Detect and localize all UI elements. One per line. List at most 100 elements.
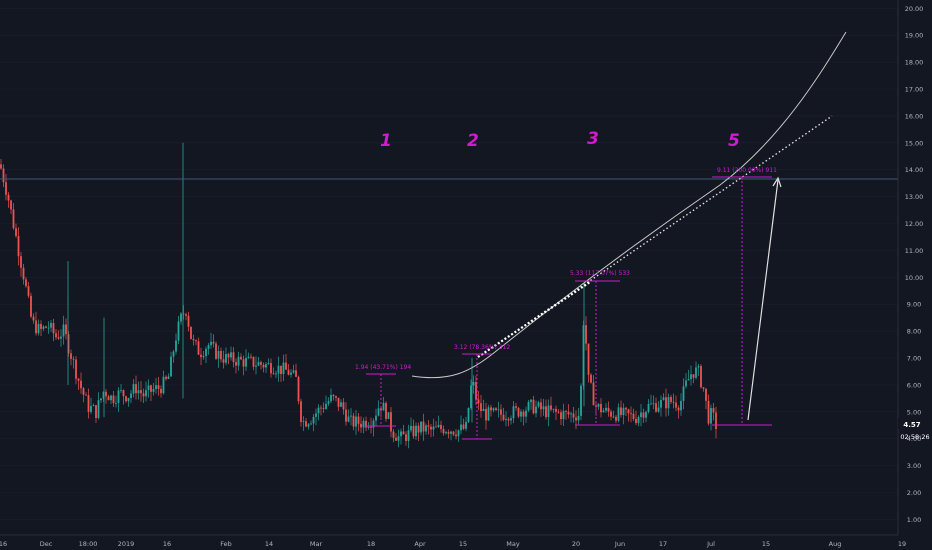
candle-body xyxy=(712,408,715,413)
measure-5[interactable] xyxy=(712,176,772,426)
candle-body xyxy=(30,295,32,317)
candle-body xyxy=(250,356,252,358)
candle-body xyxy=(180,313,182,322)
candle-body xyxy=(507,418,510,421)
candle-body xyxy=(335,396,337,398)
candle-body xyxy=(665,397,667,409)
target-arrowhead xyxy=(772,176,782,188)
candle-body xyxy=(432,426,435,430)
candle-body xyxy=(502,414,505,420)
candle-body xyxy=(505,418,507,420)
time-axis-panel[interactable] xyxy=(0,535,932,550)
parabolic-curve[interactable] xyxy=(411,31,847,379)
price-tick-label: 3.00 xyxy=(907,462,921,470)
price-tick-label: 7.00 xyxy=(907,355,921,363)
candle-body xyxy=(142,393,145,397)
candle-body xyxy=(247,356,250,358)
candle-body xyxy=(690,374,692,380)
candle-body xyxy=(495,408,497,411)
candle-body xyxy=(470,385,472,409)
candle-body xyxy=(490,407,492,411)
candle-body xyxy=(487,407,490,421)
price-axis-panel[interactable] xyxy=(898,0,932,535)
candle-body xyxy=(562,411,565,420)
countdown-label: 02:58:26 xyxy=(900,433,929,441)
candle-body xyxy=(695,367,697,378)
candle-body xyxy=(215,343,217,359)
candle-body xyxy=(500,409,502,415)
measure-2[interactable] xyxy=(462,353,492,440)
candle-body xyxy=(465,421,467,429)
candle-body xyxy=(55,333,57,338)
price-tick-label: 13.00 xyxy=(905,193,924,201)
grid-lines xyxy=(0,8,898,520)
candle-body xyxy=(200,354,202,358)
candle-body xyxy=(642,412,645,418)
candle-body xyxy=(15,228,17,237)
candle-body xyxy=(452,431,455,435)
candle-body xyxy=(472,381,475,386)
candle-body xyxy=(10,200,12,210)
measure-1-label: 1.94 (43.71%) 194 xyxy=(355,364,411,371)
candle-body xyxy=(77,378,80,381)
candle-body xyxy=(497,409,500,411)
candle-body xyxy=(207,345,210,349)
candle-body xyxy=(410,425,412,431)
candle-body xyxy=(627,409,630,414)
candle-body xyxy=(357,416,360,424)
candle-body xyxy=(232,352,235,363)
time-tick-label: May xyxy=(506,540,520,548)
candle-body xyxy=(95,405,97,418)
candle-body xyxy=(42,326,45,329)
candle-body xyxy=(672,401,675,403)
candle-body xyxy=(475,381,477,400)
time-tick-label: Apr xyxy=(414,540,426,548)
candle-body xyxy=(545,406,547,418)
candle-body xyxy=(182,313,185,315)
candle-body xyxy=(510,418,512,421)
dotted-trendline[interactable] xyxy=(477,115,833,358)
candle-body xyxy=(227,354,230,358)
candle-body xyxy=(195,340,197,342)
candle-body xyxy=(622,407,625,416)
candle-body xyxy=(630,413,632,415)
candle-body xyxy=(12,209,15,229)
candle-body xyxy=(692,374,695,378)
candle-body xyxy=(375,415,377,421)
time-tick-label: 15 xyxy=(762,540,770,548)
candle-body xyxy=(592,382,595,406)
candle-body xyxy=(170,356,172,377)
candle-body xyxy=(415,425,417,437)
target-arrow[interactable] xyxy=(747,179,779,421)
candle-body xyxy=(162,376,165,394)
candle-body xyxy=(20,256,22,268)
measure-3[interactable] xyxy=(575,280,620,426)
candle-body xyxy=(365,420,367,428)
dotted-trendline-bold xyxy=(477,281,591,358)
candle-body xyxy=(52,323,55,334)
candle-body xyxy=(442,429,445,434)
candle-body xyxy=(600,403,602,413)
candle-body xyxy=(302,421,305,423)
candle-body xyxy=(222,359,225,363)
measure-1[interactable] xyxy=(366,373,396,427)
candle-body xyxy=(137,390,140,394)
candle-body xyxy=(312,416,315,424)
candle-body xyxy=(57,337,60,339)
candle-body xyxy=(645,411,647,418)
time-tick-label: 2019 xyxy=(118,540,135,548)
time-tick-label: Mar xyxy=(310,540,323,548)
current-price-label: 4.57 xyxy=(903,421,920,429)
candle-body xyxy=(80,380,82,389)
time-tick-label: Dec xyxy=(40,540,53,548)
candle-body xyxy=(7,194,10,201)
candle-body xyxy=(267,363,270,365)
candle-body xyxy=(60,336,62,339)
candle-body xyxy=(0,164,2,169)
candle-body xyxy=(697,366,700,368)
candle-body xyxy=(700,366,702,388)
price-tick-label: 14.00 xyxy=(905,166,924,174)
candle-body xyxy=(192,338,195,341)
candle-body xyxy=(555,408,557,412)
